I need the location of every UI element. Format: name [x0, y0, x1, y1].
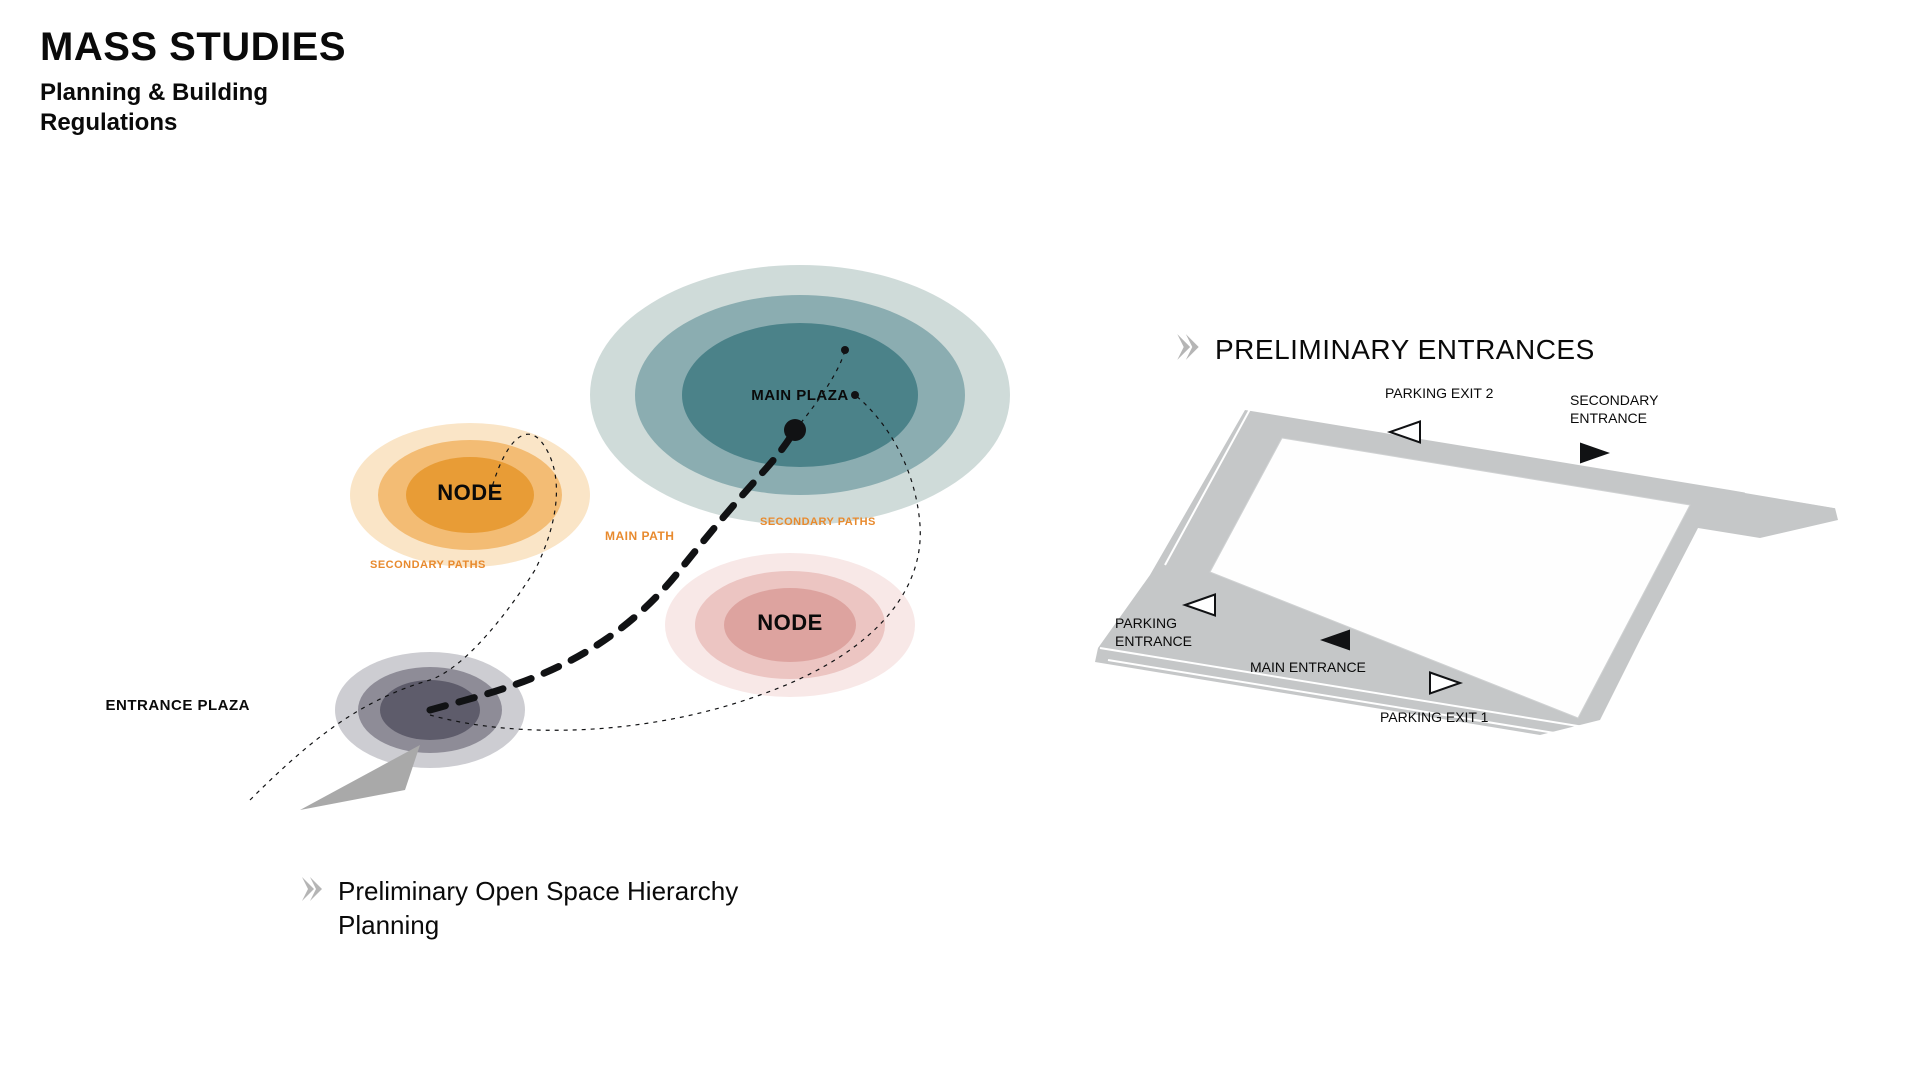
- svg-text:SECONDARY PATHS: SECONDARY PATHS: [370, 559, 486, 571]
- node-main_plaza: MAIN PLAZA: [590, 265, 1010, 525]
- entry-arrow-icon: [300, 745, 420, 810]
- entrances-diagram: PARKING EXIT 2SECONDARYENTRANCEPARKINGEN…: [1095, 385, 1840, 738]
- arrow-solid-icon: [1580, 443, 1610, 464]
- entrance-label: SECONDARYENTRANCE: [1570, 392, 1659, 426]
- entrance-label: MAIN ENTRANCE: [1250, 659, 1366, 675]
- entrance-label: PARKING EXIT 1: [1380, 709, 1489, 725]
- svg-text:NODE: NODE: [757, 610, 823, 635]
- entrance-parking_exit_2: PARKING EXIT 2: [1385, 385, 1494, 443]
- svg-text:SECONDARY PATHS: SECONDARY PATHS: [760, 516, 876, 528]
- node-node_pink: NODE: [665, 553, 915, 697]
- node-entrance_plaza: ENTRANCE PLAZA: [106, 652, 526, 768]
- svg-text:ENTRANCE PLAZA: ENTRANCE PLAZA: [106, 697, 251, 714]
- diagram-stage: MAIN PLAZA NODE NODE ENTRANCE PLAZA SECONDAR…: [0, 0, 1920, 1080]
- open-space-diagram: MAIN PLAZA NODE NODE ENTRANCE PLAZA SECONDAR…: [106, 265, 1011, 810]
- svg-text:MAIN PATH: MAIN PATH: [605, 529, 674, 543]
- svg-text:MAIN PLAZA: MAIN PLAZA: [751, 387, 849, 404]
- entrance-secondary_entrance: SECONDARYENTRANCE: [1570, 392, 1659, 464]
- entrance-label: PARKING EXIT 2: [1385, 385, 1494, 401]
- node-node_orange: NODE: [350, 423, 590, 567]
